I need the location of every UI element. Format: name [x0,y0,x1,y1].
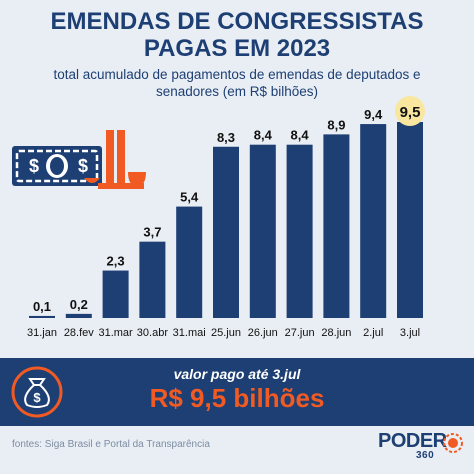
bar-28.fev [65,313,92,318]
value-label-27.jun: 8,4 [291,128,310,143]
bar-2.jul [360,124,387,318]
callout-value: R$ 9,5 bilhões [149,383,325,413]
bar-chart: $ $ 0,1 0,2 2,3 3,7 5,4 8,3 8,4 8,4 8,9 9,4 9,5 31… [12,96,425,339]
value-label-2.jul: 9,4 [364,107,383,122]
value-label-28.fev: 0,2 [70,297,88,312]
x-tick-label-3.jul: 3.jul [400,327,420,339]
x-tick-label-31.mai: 31.mai [173,327,206,339]
money-bill-icon: $ $ [12,146,102,186]
x-tick-label-27.jun: 27.jun [285,327,315,339]
sources-note: fontes: Siga Brasil e Portal da Transpar… [12,439,210,450]
bar-series [29,122,423,318]
bar-3.jul [397,122,423,318]
x-tick-label-31.jan: 31.jan [27,327,57,339]
title-line-1: EMENDAS DE CONGRESSISTAS [50,8,424,35]
value-label-31.mar: 2,3 [107,254,125,269]
bar-25.jun [213,146,239,318]
chart-title: EMENDAS DE CONGRESSISTAS PAGAS EM 2023 [0,8,474,62]
x-tick-label-31.mar: 31.mar [98,327,133,339]
brand-sun-icon [443,433,463,453]
value-label-30.abr: 3,7 [143,225,161,240]
money-bag-icon: $ [11,366,63,418]
x-tick-label-2.jul: 2.jul [363,327,383,339]
chart-subtitle: total acumulado de pagamentos de emendas… [0,66,474,100]
value-label-31.jan: 0,1 [33,299,51,314]
callout-label: valor pago até 3.jul [173,366,301,382]
bar-31.mar [102,270,129,318]
x-tick-label-26.jun: 26.jun [248,327,278,339]
x-axis-labels: 31.jan 28.fev 31.mar 30.abr 31.mai 25.jun 26.j… [27,327,420,339]
subtitle-line-2: senadores (em R$ bilhões) [155,84,319,99]
svg-text:$: $ [33,390,41,405]
svg-text:$: $ [29,156,39,176]
x-tick-label-28.jun: 28.jun [321,327,351,339]
svg-text:$: $ [78,156,88,176]
highlight-circle [395,96,425,126]
value-label-28.jun: 8,9 [327,117,345,132]
bar-26.jun [249,144,276,318]
title-line-2: PAGAS EM 2023 [143,35,331,62]
x-tick-label-28.fev: 28.fev [64,327,94,339]
value-label-26.jun: 8,4 [254,128,273,143]
x-tick-label-30.abr: 30.abr [137,327,169,339]
value-label-31.mai: 5,4 [180,190,199,205]
value-labels: 0,1 0,2 2,3 3,7 5,4 8,3 8,4 8,4 8,9 9,4 9,5 [33,96,425,314]
brand-logo: PODER 360 [378,430,464,464]
value-label-25.jun: 8,3 [217,130,235,145]
value-label-3.jul: 9,5 [400,104,421,121]
subtitle-line-1: total acumulado de pagamentos de emendas… [53,67,421,82]
bar-27.jun [286,144,313,318]
bar-30.abr [139,241,166,318]
bar-31.mai [176,206,203,318]
congress-building-icon [84,130,146,189]
brand-name: PODER [378,430,447,452]
callout-band [0,358,474,426]
bar-28.jun [323,134,350,318]
bar-31.jan [29,315,55,318]
brand-sub: 360 [416,450,435,461]
x-tick-label-25.jun: 25.jun [211,327,241,339]
